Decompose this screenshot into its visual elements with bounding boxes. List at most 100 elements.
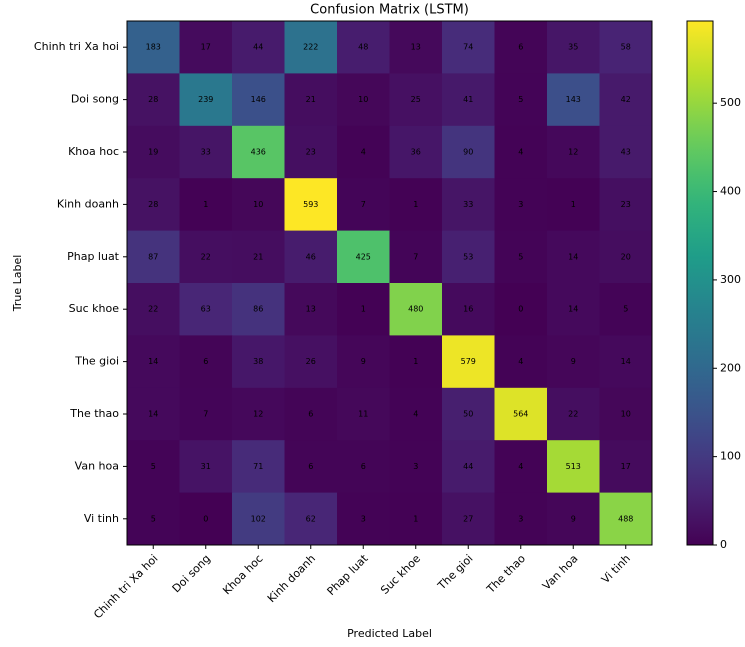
heatmap-cell: [442, 178, 495, 232]
cell-label: 71: [253, 462, 263, 471]
heatmap-cell: [442, 387, 495, 441]
heatmap-cell: [389, 492, 443, 546]
cell-label: 21: [306, 95, 316, 104]
cell-label: 480: [408, 305, 423, 314]
heatmap-cell: [127, 387, 180, 441]
heatmap-cell: [494, 440, 548, 494]
cell-label: 35: [568, 43, 578, 52]
heatmap-cell: [232, 283, 285, 336]
heatmap-cell: [232, 387, 285, 441]
heatmap-cell: [389, 21, 443, 74]
cell-label: 21: [253, 252, 263, 261]
cell-label: 14: [568, 252, 578, 261]
heatmap-cell: [389, 178, 443, 232]
cell-label: 28: [148, 95, 158, 104]
cell-label: 579: [461, 357, 476, 366]
cell-label: 4: [518, 462, 523, 471]
heatmap-cell: [599, 335, 653, 389]
cell-label: 1: [361, 305, 366, 314]
cell-label: 6: [308, 462, 313, 471]
cell-label: 4: [361, 148, 366, 157]
cell-label: 20: [621, 252, 631, 261]
cell-label: 0: [518, 305, 523, 314]
cell-label: 6: [518, 43, 523, 52]
cell-label: 58: [621, 43, 631, 52]
cell-label: 3: [413, 462, 418, 471]
heatmap-cell: [179, 440, 233, 494]
cell-label: 9: [571, 514, 576, 523]
cell-label: 44: [463, 462, 473, 471]
heatmap-cell: [232, 178, 285, 232]
y-tick-label: Suc khoe: [69, 302, 120, 315]
y-tick-label: Doi song: [71, 93, 119, 106]
cell-label: 74: [463, 43, 473, 52]
heatmap-cell: [494, 21, 548, 74]
heatmap-cell: [442, 230, 495, 284]
cell-label: 10: [253, 200, 263, 209]
cell-label: 7: [203, 410, 208, 419]
cell-label: 22: [201, 252, 211, 261]
heatmap-cell: [337, 21, 390, 74]
y-tick-label: Phap luat: [67, 250, 120, 263]
x-tick-label: Suc khoe: [378, 552, 423, 597]
cell-label: 0: [203, 514, 208, 523]
x-tick-label: Phap luat: [325, 552, 371, 598]
heatmap-cell: [547, 387, 600, 441]
heatmap-cell: [599, 440, 653, 494]
heatmap-cell: [179, 21, 233, 74]
heatmap-cell: [179, 125, 233, 179]
heatmap-cell: [389, 387, 443, 441]
colorbar-tick-label: 500: [720, 96, 741, 109]
cell-label: 5: [518, 252, 523, 261]
heatmap-cell: [389, 73, 443, 127]
x-tick-label: Van hoa: [540, 552, 581, 593]
cell-label: 17: [201, 43, 211, 52]
cell-label: 4: [518, 148, 523, 157]
cell-label: 436: [251, 148, 266, 157]
heatmap-cell: [599, 387, 653, 441]
heatmap-cell: [337, 440, 390, 494]
cell-label: 7: [413, 252, 418, 261]
cell-label: 38: [253, 357, 263, 366]
heatmap-cell: [284, 440, 338, 494]
cell-label: 143: [566, 95, 581, 104]
cell-label: 46: [306, 252, 316, 261]
x-tick-label: The thao: [484, 552, 529, 597]
cell-label: 36: [411, 148, 421, 157]
heatmap-cell: [179, 73, 233, 127]
heatmap-cell: [284, 335, 338, 389]
cell-label: 63: [201, 305, 211, 314]
cell-label: 44: [253, 43, 263, 52]
cell-label: 22: [148, 305, 158, 314]
heatmap-cell: [494, 178, 548, 232]
colorbar-tick-label: 200: [720, 361, 741, 374]
cell-label: 1: [413, 200, 418, 209]
cell-label: 513: [566, 462, 581, 471]
cell-label: 86: [253, 305, 263, 314]
heatmap-cell: [442, 125, 495, 179]
cell-label: 22: [568, 410, 578, 419]
cell-label: 27: [463, 514, 473, 523]
y-tick-label: Vi tinh: [84, 512, 119, 525]
heatmap-cell: [284, 178, 338, 232]
cell-label: 17: [621, 462, 631, 471]
heatmap-cell: [284, 387, 338, 441]
heatmap-cell: [284, 230, 338, 284]
heatmap-cell: [494, 492, 548, 546]
heatmap-cell: [179, 387, 233, 441]
heatmap-cell: [179, 283, 233, 336]
heatmap-cell: [389, 230, 443, 284]
cell-label: 425: [356, 252, 371, 261]
heatmap-cell: [599, 125, 653, 179]
heatmap-cell: [127, 21, 180, 74]
x-tick-label: Vi tinh: [599, 552, 633, 586]
cell-label: 6: [361, 462, 366, 471]
colorbar-tick-label: 0: [720, 538, 727, 551]
cell-label: 5: [151, 514, 156, 523]
cell-label: 222: [303, 43, 318, 52]
cell-label: 14: [568, 305, 578, 314]
heatmap-cell: [232, 21, 285, 74]
cell-label: 14: [148, 357, 158, 366]
cell-label: 4: [518, 357, 523, 366]
heatmap-cell: [337, 73, 390, 127]
